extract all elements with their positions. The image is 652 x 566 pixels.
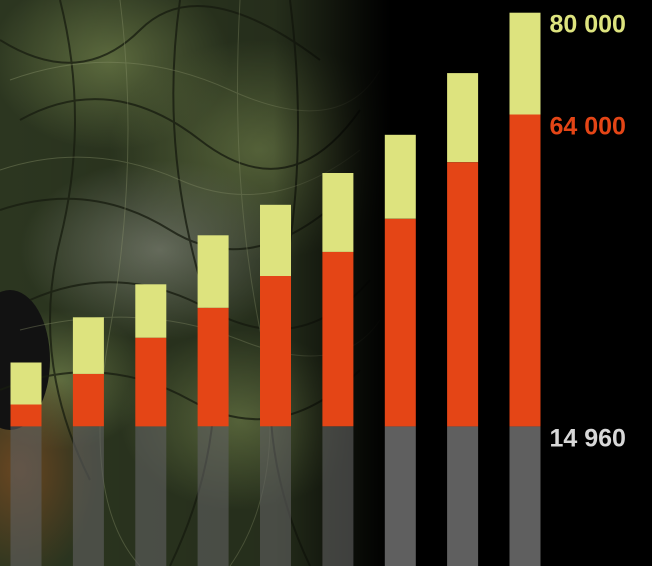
bar-middle-5 <box>260 276 291 427</box>
bar-base-8 <box>447 426 479 566</box>
bar-top-2 <box>72 317 104 374</box>
value-labels: 80 000 64 000 14 960 <box>550 11 626 453</box>
bar-top-1 <box>10 362 42 405</box>
bar-top-4 <box>197 235 229 308</box>
value-label-middle: 64 000 <box>550 113 626 141</box>
bar-top-7 <box>384 134 416 219</box>
bar-middle-1 <box>10 404 42 427</box>
bar-middle-4 <box>197 307 229 427</box>
bar-base-3 <box>135 426 167 566</box>
value-label-top: 80 000 <box>550 11 626 39</box>
bar-base-7 <box>384 426 416 566</box>
bar-top-3 <box>135 284 167 338</box>
bar-top-8 <box>447 73 479 163</box>
bar-middle-2 <box>72 373 104 427</box>
bar-top-6 <box>322 173 354 252</box>
bar-base-6 <box>322 426 354 566</box>
bar-middle-7 <box>384 218 416 427</box>
value-label-base: 14 960 <box>550 424 626 452</box>
bar-base-2 <box>72 426 104 566</box>
bar-base-4 <box>197 426 229 566</box>
bar-base-5 <box>260 426 291 566</box>
bar-base-9 <box>509 426 541 566</box>
bar-top-5 <box>260 204 291 276</box>
bar-middle-8 <box>447 162 479 427</box>
bar-top-9 <box>509 12 541 115</box>
bar-base-1 <box>10 426 42 566</box>
bar-middle-3 <box>135 337 167 427</box>
bar-middle-9 <box>509 114 541 427</box>
bar-middle-6 <box>322 251 354 427</box>
bars <box>10 12 541 566</box>
